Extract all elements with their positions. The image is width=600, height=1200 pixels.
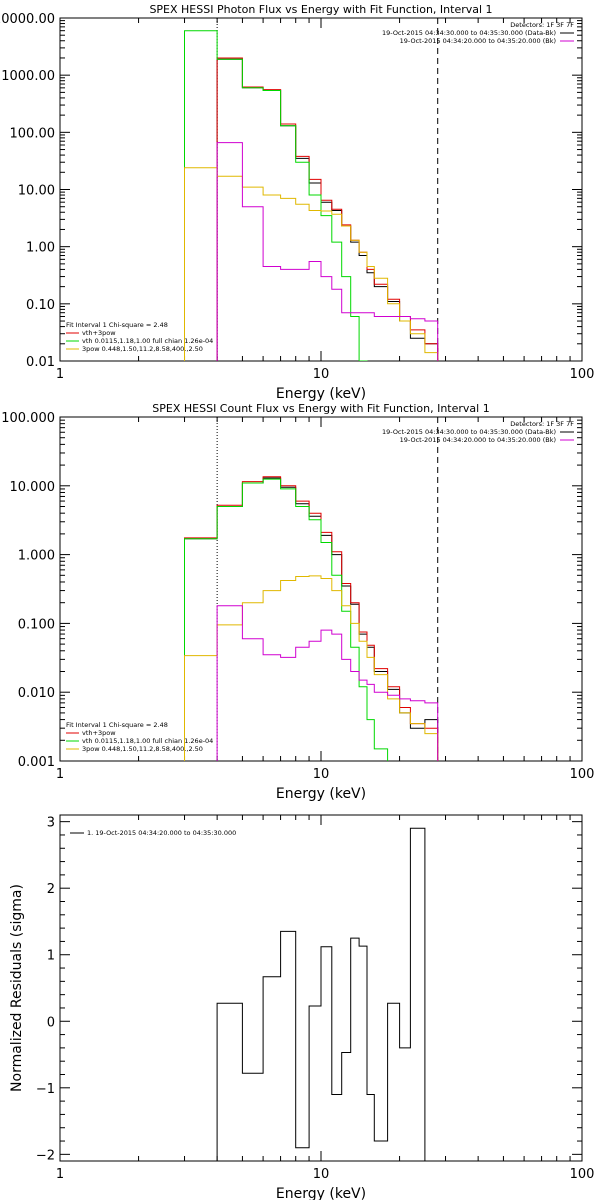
- y-tick-label: 10.00: [18, 184, 55, 199]
- legend-entry: vth+3pow: [82, 729, 116, 737]
- series-1-histogram: [216, 58, 439, 361]
- x-tick-label: 1: [56, 767, 64, 782]
- x-tick-label: 1: [56, 367, 64, 382]
- y-tick-label: 1000.00: [1, 69, 55, 84]
- y-tick-label: −2: [36, 1148, 55, 1163]
- legend-entry: 3pow 0.448,1.50,11.2,8.58,400.,2.50: [82, 345, 203, 353]
- interval-text: 19-Oct-2015 04:34:20.000 to 04:35:20.000…: [400, 436, 556, 444]
- y-tick-label: −1: [36, 1082, 55, 1097]
- plot-area: [216, 827, 426, 1161]
- chart-title: SPEX HESSI Photon Flux vs Energy with Fi…: [149, 3, 492, 16]
- series-5-histogram: [216, 605, 439, 761]
- legend-entry: vth+3pow: [82, 329, 116, 337]
- legend-entry: vth 0.0115,1.18,1.00 full chian 1.26e-04: [82, 337, 213, 345]
- y-tick-label: 0.001: [18, 755, 55, 770]
- plot-frame: [59, 416, 583, 762]
- x-tick-label: 100: [570, 767, 595, 782]
- series-1-histogram: [184, 477, 439, 761]
- legend-entry: vth 0.0115,1.18,1.00 full chian 1.26e-04: [82, 737, 213, 745]
- y-tick-label: 1.00: [26, 241, 55, 256]
- y-tick-label: 10000.00: [0, 12, 55, 27]
- y-tick-label: 3: [47, 816, 55, 831]
- y-tick-label: 1.000: [18, 549, 55, 564]
- x-axis-label: Energy (keV): [276, 386, 366, 402]
- chart-2: SPEX HESSI Count Flux vs Energy with Fit…: [1, 402, 594, 802]
- series-4-histogram: [184, 167, 439, 361]
- legend-entry: 3pow 0.448,1.50,11.2,8.58,400.,2.50: [82, 745, 203, 753]
- x-tick-label: 100: [570, 367, 595, 382]
- y-tick-label: 0.100: [18, 617, 55, 632]
- x-axis-label: Energy (keV): [276, 1186, 366, 1200]
- plot-area: [184, 18, 439, 361]
- y-tick-label: 2: [47, 882, 55, 897]
- plot-area: [184, 417, 439, 761]
- y-tick-label: 100.000: [1, 411, 55, 426]
- legend-entry: Fit Interval 1 Chi-square = 2.48: [66, 721, 168, 729]
- y-tick-label: 0.010: [18, 686, 55, 701]
- y-tick-label: 100.00: [10, 126, 56, 141]
- y-tick-label: 0.01: [26, 355, 55, 370]
- interval-text: 19-Oct-2015 04:34:30.000 to 04:35:30.000…: [382, 428, 556, 436]
- series-2-histogram: [184, 476, 439, 761]
- y-tick-label: 0: [47, 1015, 55, 1030]
- chart-1: SPEX HESSI Photon Flux vs Energy with Fi…: [0, 3, 594, 402]
- x-tick-label: 10: [313, 367, 330, 382]
- series-5-histogram: [216, 142, 439, 361]
- series-4-histogram: [184, 575, 439, 761]
- y-tick-label: 1: [47, 949, 55, 964]
- series-1-histogram: [216, 827, 426, 1161]
- series-2-histogram: [216, 57, 439, 361]
- y-tick-label: 10.000: [10, 480, 56, 495]
- interval-text: 19-Oct-2015 04:34:30.000 to 04:35:30.000…: [382, 29, 556, 37]
- series-3-histogram: [184, 30, 368, 361]
- y-axis-label: Normalized Residuals (sigma): [9, 884, 25, 1092]
- detectors-text: Detectors: 1F 3F 7F: [510, 420, 574, 428]
- interval-text: 19-Oct-2015 04:34:20.000 to 04:35:20.000…: [400, 37, 556, 45]
- x-tick-label: 100: [570, 1167, 595, 1182]
- x-tick-label: 10: [313, 767, 330, 782]
- chart-title: SPEX HESSI Count Flux vs Energy with Fit…: [152, 402, 489, 415]
- legend-entry: 1. 19-Oct-2015 04:34:20.000 to 04:35:30.…: [87, 829, 236, 837]
- x-axis-label: Energy (keV): [276, 786, 366, 802]
- y-tick-label: 0.10: [26, 298, 55, 313]
- x-tick-label: 10: [313, 1167, 330, 1182]
- legend-entry: Fit Interval 1 Chi-square = 2.48: [66, 321, 168, 329]
- x-tick-label: 1: [56, 1167, 64, 1182]
- detectors-text: Detectors: 1F 3F 7F: [510, 21, 574, 29]
- series-3-histogram: [184, 478, 389, 761]
